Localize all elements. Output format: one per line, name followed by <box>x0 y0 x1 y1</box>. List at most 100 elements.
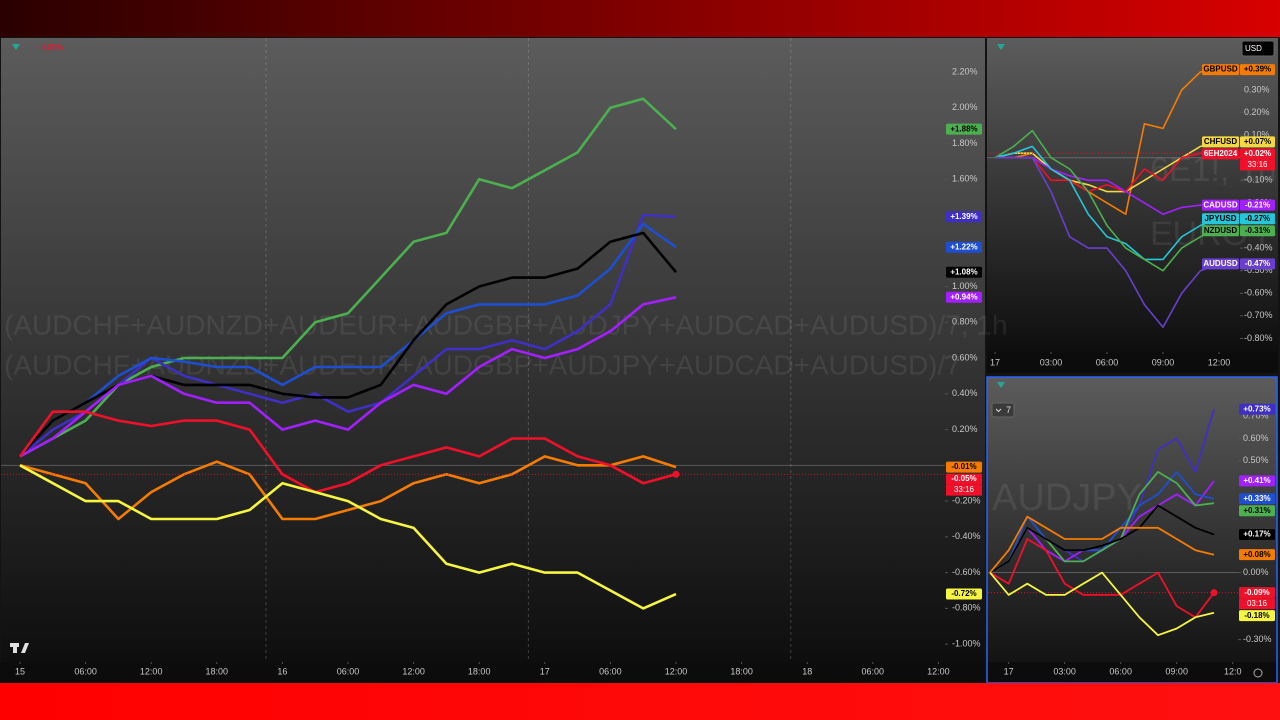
value-badge-label: -0.72% <box>951 589 976 598</box>
collapse-button[interactable] <box>991 402 1015 418</box>
y-tick-label: -0.60% <box>952 567 981 577</box>
value-badge <box>946 241 982 253</box>
value-badge-label: +0.31% <box>1243 506 1270 515</box>
last-point <box>1210 589 1218 597</box>
bottom-bar <box>0 683 1280 720</box>
x-tick-label: 06:00 <box>1096 357 1119 367</box>
x-tick-label: 03:00 <box>1053 666 1076 676</box>
chevron <box>995 408 1002 413</box>
y-tick-label: 1.60% <box>952 174 978 184</box>
value-badge-label: +0.73% <box>1243 404 1270 413</box>
name-badge <box>1202 136 1239 148</box>
name-badge <box>1202 64 1239 76</box>
x-tick-label: 17 <box>540 666 550 676</box>
series-line <box>994 129 1220 272</box>
y-tick-label: 2.20% <box>952 66 978 76</box>
x-tick-label: 06:00 <box>599 666 622 676</box>
value-badge <box>1239 493 1275 505</box>
series-line <box>989 504 1215 574</box>
value-badge-label: +1.88% <box>950 124 977 133</box>
countdown-label: 33:16 <box>954 485 975 494</box>
x-tick-label: 09:00 <box>1165 666 1188 676</box>
panel-icon[interactable] <box>997 44 1005 50</box>
countdown-badge <box>1240 159 1275 171</box>
x-tick-label: 18 <box>802 666 812 676</box>
value-badge-label: +0.41% <box>1243 476 1270 485</box>
y-tick-label: -0.30% <box>1243 634 1272 644</box>
y-tick-label: -1.00% <box>952 638 981 648</box>
series-line <box>19 213 677 458</box>
series-line <box>18 410 677 494</box>
value-badge <box>1239 610 1275 622</box>
series-line <box>995 156 1220 328</box>
value-badge-label: +0.39% <box>1244 65 1271 74</box>
x-tick-label: 06:00 <box>1109 666 1132 676</box>
y-tick-label: 0.70% <box>1243 410 1269 420</box>
y-tick-label: 2.00% <box>952 102 978 112</box>
countdown-label: 03:16 <box>1247 599 1268 608</box>
value-badge <box>1240 225 1275 237</box>
value-badge-label: -0.47% <box>1245 259 1270 268</box>
currency-button[interactable] <box>1241 40 1275 57</box>
x-tick-label: 12:00 <box>402 666 425 676</box>
value-badge <box>946 266 982 278</box>
y-tick-label: 1.00% <box>952 281 978 291</box>
name-badge-label: AUDUSD <box>1203 259 1237 268</box>
value-badge-label: -0.27% <box>1245 214 1270 223</box>
y-tick-label: 0.20% <box>1244 107 1270 117</box>
value-badge <box>1239 549 1275 561</box>
name-badge-label: NZDUSD <box>1204 226 1238 235</box>
y-tick-label: 0.60% <box>952 352 978 362</box>
value-badge-label: +0.33% <box>1243 494 1270 503</box>
top-bar <box>0 0 1280 37</box>
y-tick-label: -0.80% <box>1244 333 1273 343</box>
name-badge <box>1202 148 1239 160</box>
name-badge-label: CHFUSD <box>1204 137 1238 146</box>
settings-icon[interactable] <box>1253 668 1263 678</box>
value-badge-label: +1.39% <box>950 212 977 221</box>
value-badge-label: -0.05% <box>951 474 976 483</box>
tradingview-logo <box>10 643 29 653</box>
y-tick-label: 1.80% <box>952 138 978 148</box>
watermark: AUDJPY <box>992 477 1142 519</box>
series-line <box>989 571 1215 637</box>
panel-icon[interactable] <box>12 44 20 50</box>
last-point <box>672 470 680 478</box>
value-badge <box>946 211 982 223</box>
y-tick-label: -0.40% <box>952 531 981 541</box>
legend-value: -0.05% <box>38 43 63 52</box>
x-tick-label: 09:00 <box>1152 357 1175 367</box>
main-panel <box>1 38 985 662</box>
bottom-right-panel[interactable] <box>986 376 1278 683</box>
x-tick-label: 18:00 <box>468 666 491 676</box>
series-line <box>989 538 1215 619</box>
x-tick-label: 12:0 <box>1224 666 1242 676</box>
value-badge <box>1240 258 1275 270</box>
y-tick-label: 0.00% <box>1243 567 1269 577</box>
name-badge-label: GBPUSD <box>1203 65 1237 74</box>
value-badge-label: -0.01% <box>951 462 976 471</box>
y-tick-label: -0.10% <box>1244 175 1273 185</box>
x-tick-label: 06:00 <box>862 666 885 676</box>
value-badge-label: -0.18% <box>1244 611 1269 620</box>
y-tick-label: -0.80% <box>952 603 981 613</box>
series-line <box>19 296 677 458</box>
name-badge-label: JPYUSD <box>1204 214 1236 223</box>
x-tick-label: 17 <box>990 357 1000 367</box>
value-badge <box>1239 587 1275 599</box>
value-badge-label: +1.08% <box>950 267 977 276</box>
countdown-badge <box>946 484 982 496</box>
x-tick-label: 16 <box>277 666 287 676</box>
collapse-label: 7 <box>1006 405 1011 415</box>
panel-icon[interactable] <box>997 382 1005 388</box>
y-tick-label: 0.40% <box>952 388 978 398</box>
value-badge-label: -0.21% <box>1245 200 1270 209</box>
value-badge-label: +0.02% <box>1244 149 1271 158</box>
x-tick-label: 12:00 <box>927 666 950 676</box>
name-badge <box>1202 225 1239 237</box>
main-time-axis <box>0 662 985 683</box>
value-badge <box>1240 199 1275 211</box>
value-badge <box>1240 213 1275 225</box>
